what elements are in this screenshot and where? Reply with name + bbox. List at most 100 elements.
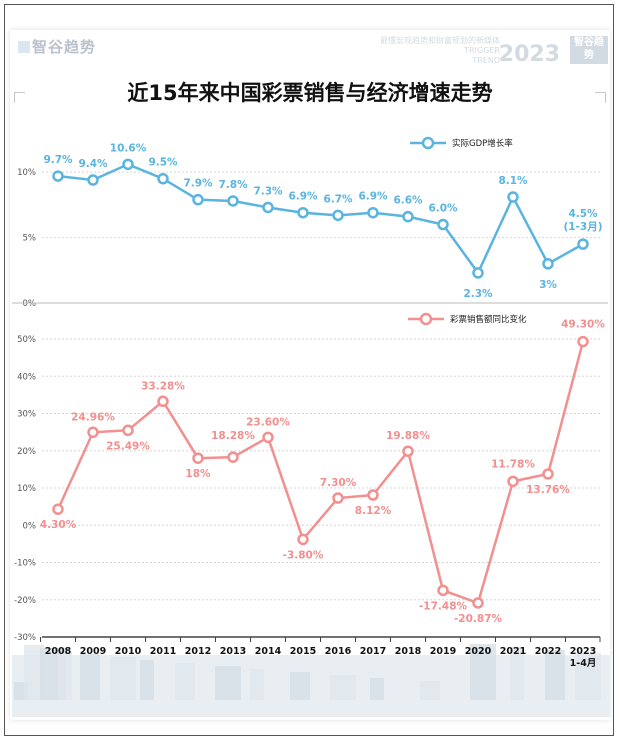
lottery-data-label: 23.60% xyxy=(246,416,290,428)
lottery-data-point xyxy=(472,597,484,609)
corner-mark xyxy=(595,92,606,103)
lottery-data-point xyxy=(192,452,204,464)
skyline-building xyxy=(175,663,195,700)
lottery-y-tick-label: 0% xyxy=(23,521,37,531)
x-tick-label: 2014 xyxy=(255,646,282,657)
lottery-legend-label: 彩票销售额同比变化 xyxy=(450,314,527,325)
lottery-data-point xyxy=(542,468,554,480)
brand-sub-en-2: TREND xyxy=(472,56,500,65)
skyline-building xyxy=(58,651,72,700)
x-tick-label: 2010 xyxy=(115,646,142,657)
gdp-data-label: 9.5% xyxy=(148,157,178,169)
gdp-data-label-note: (1-3月) xyxy=(563,221,602,233)
x-tick-label: 2021 xyxy=(500,646,526,657)
skyline-building xyxy=(545,650,565,700)
lottery-data-point xyxy=(332,492,344,504)
gdp-data-label: 6.9% xyxy=(358,191,388,203)
x-tick-sub-label: 1-4月 xyxy=(570,658,597,669)
gdp-data-label: 6.7% xyxy=(323,193,353,205)
skyline-building xyxy=(250,669,264,700)
gdp-y-tick-label: 10% xyxy=(17,168,36,178)
gdp-data-point xyxy=(332,209,344,222)
gdp-data-label: 6.6% xyxy=(393,195,423,207)
gdp-data-point xyxy=(262,201,274,214)
lottery-y-tick-label: 20% xyxy=(17,447,36,457)
gdp-data-point xyxy=(507,191,519,203)
skyline-building xyxy=(420,681,440,700)
gdp-data-point xyxy=(542,258,554,270)
lottery-data-label: -17.48% xyxy=(419,600,468,612)
x-tick-label: 2011 xyxy=(150,646,176,657)
gdp-data-point xyxy=(437,218,449,231)
lottery-data-label: 18% xyxy=(185,468,211,480)
x-tick-label: 2013 xyxy=(220,646,246,657)
skyline-building xyxy=(215,666,241,700)
gdp-data-point xyxy=(472,267,484,279)
gdp-data-point xyxy=(367,206,379,219)
lottery-series-line xyxy=(56,341,585,605)
gdp-data-label: 10.6% xyxy=(110,142,147,154)
lottery-data-label: 49.30% xyxy=(561,319,605,331)
lottery-data-point xyxy=(297,533,309,546)
lottery-y-tick-label: -30% xyxy=(14,633,36,643)
gdp-legend-marker xyxy=(421,136,435,150)
skyline-building xyxy=(370,678,384,700)
lottery-data-point xyxy=(507,475,519,488)
x-tick-label: 2015 xyxy=(290,646,316,657)
lottery-data-point xyxy=(367,489,379,501)
lottery-data-point xyxy=(87,426,99,439)
gdp-series-line xyxy=(57,162,584,276)
gdp-data-point xyxy=(402,210,414,223)
gdp-data-label: 6.0% xyxy=(428,203,458,215)
gdp-data-point xyxy=(577,238,589,250)
x-tick-label: 2020 xyxy=(465,646,492,657)
lottery-y-tick-label: 10% xyxy=(17,484,36,494)
lottery-data-point xyxy=(402,445,414,457)
skyline-building xyxy=(330,675,356,700)
skyline-building xyxy=(290,672,310,700)
brand-box: 智谷趋势 xyxy=(570,36,608,64)
chart-title: 近15年来中国彩票销售与经济增速走势 xyxy=(127,81,493,105)
gdp-data-point xyxy=(157,172,169,185)
skyline-building xyxy=(575,653,601,700)
brand-tagline: 最懂宏观趋势和财富规划的新媒体 xyxy=(380,36,500,45)
gdp-data-label: 9.7% xyxy=(43,154,73,166)
lottery-data-label: -3.80% xyxy=(283,549,324,561)
lottery-data-point xyxy=(122,424,134,437)
x-tick-label: 2022 xyxy=(535,646,561,657)
gdp-y-tick-label: 0% xyxy=(23,299,37,309)
brand-tagline-block: 最懂宏观趋势和财富规划的新媒体 TRIGGER TREND xyxy=(380,36,500,66)
lottery-data-point xyxy=(52,503,64,515)
gdp-legend-label: 实际GDP增长率 xyxy=(452,138,513,149)
lottery-data-label: 25.49% xyxy=(106,440,150,452)
brand-logo: 智谷趋势 xyxy=(18,36,96,57)
lottery-data-label: 18.28% xyxy=(211,430,255,442)
lottery-data-label: 7.30% xyxy=(320,477,357,489)
lottery-data-point xyxy=(227,451,239,463)
brand-logo-text: 智谷趋势 xyxy=(32,38,97,56)
gdp-data-label: 2.3% xyxy=(463,288,493,300)
skyline-building xyxy=(24,645,44,700)
lottery-data-label: -20.87% xyxy=(454,613,503,625)
brand-sub-en-1: TRIGGER xyxy=(464,46,500,55)
lottery-y-tick-label: 30% xyxy=(17,410,36,420)
gdp-data-label: 4.5% xyxy=(568,208,598,220)
gdp-data-point xyxy=(87,174,99,186)
lottery-data-point xyxy=(262,431,274,444)
lottery-data-label: 11.78% xyxy=(491,458,535,470)
x-tick-label: 2017 xyxy=(360,646,386,657)
x-tick-label: 2008 xyxy=(45,646,72,657)
x-tick-label: 2009 xyxy=(80,646,106,657)
logo-mark-icon xyxy=(18,41,30,53)
lottery-data-label: 4.30% xyxy=(40,519,77,531)
lottery-data-point xyxy=(157,395,169,408)
chart-card xyxy=(10,30,610,720)
skyline-building xyxy=(140,660,154,700)
gdp-data-point xyxy=(192,193,204,206)
lottery-legend-marker xyxy=(419,312,433,326)
lottery-data-label: 19.88% xyxy=(386,430,430,442)
x-tick-label: 2018 xyxy=(395,646,422,657)
lottery-y-tick-label: -10% xyxy=(14,559,36,569)
x-tick-label: 2012 xyxy=(185,646,211,657)
